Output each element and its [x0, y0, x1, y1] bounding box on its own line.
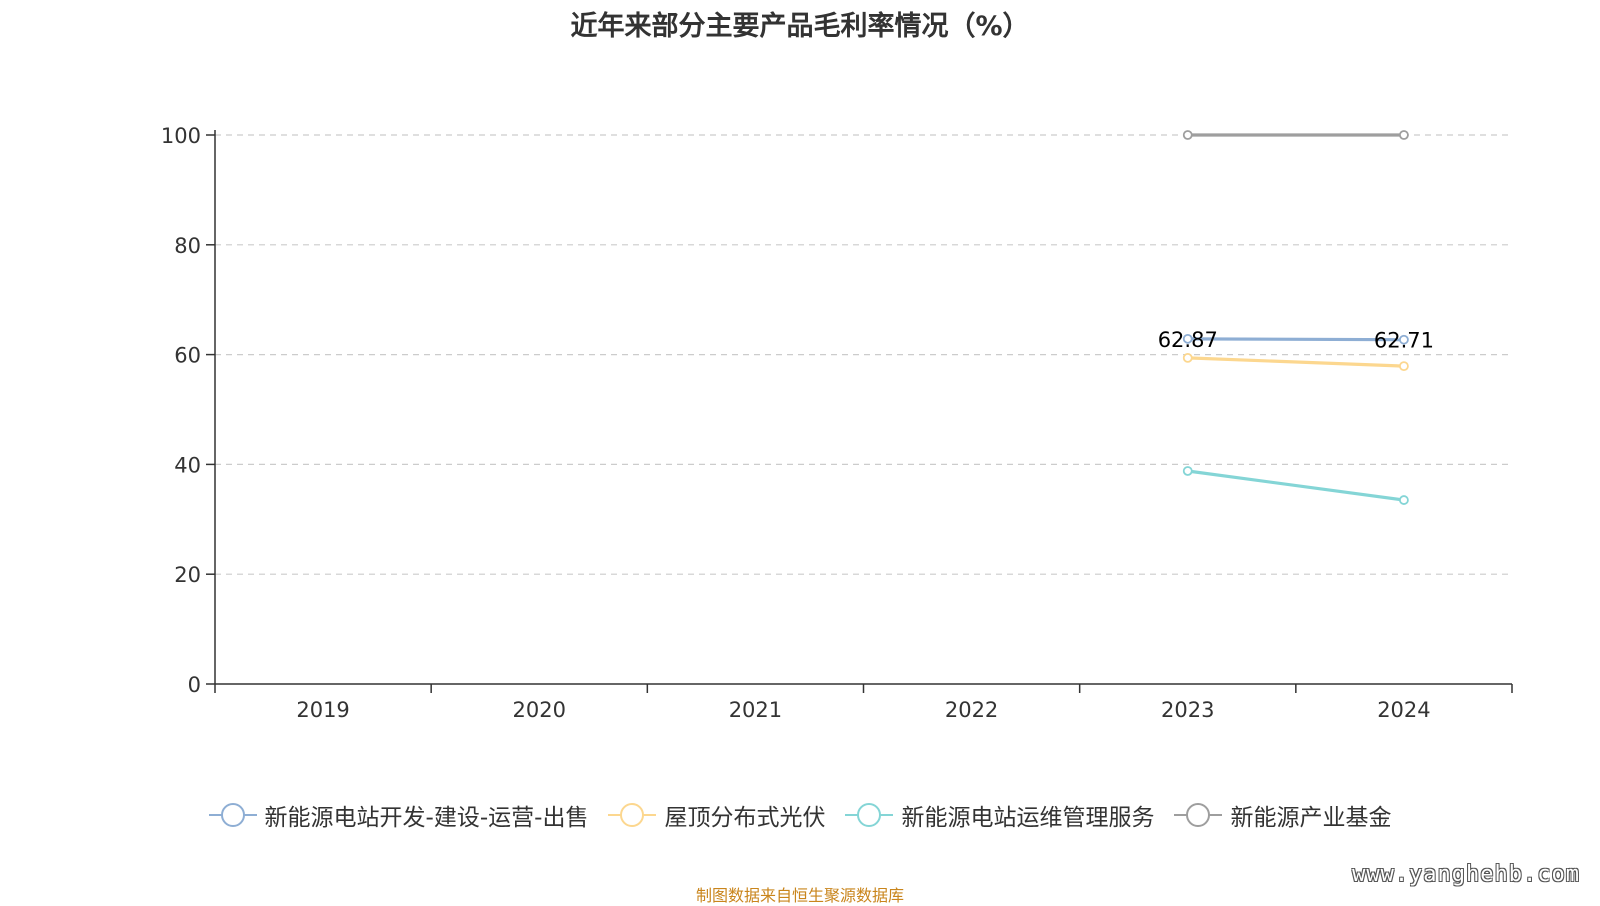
- data-point: [1399, 495, 1409, 505]
- y-tick-label: 40: [174, 453, 201, 477]
- chart-title: 近年来部分主要产品毛利率情况（%）: [570, 11, 1030, 42]
- data-point: [1399, 361, 1409, 372]
- data-point: [1182, 466, 1193, 476]
- data-point: [1399, 130, 1409, 140]
- gridlines: [215, 134, 1512, 575]
- x-tick-label: 2020: [513, 698, 566, 722]
- x-tick-label: 2022: [945, 698, 998, 722]
- legend-item[interactable]: 新能源电站开发-建设-运营-出售: [208, 798, 589, 832]
- legend-marker-icon: [608, 803, 657, 827]
- legend-label: 新能源电站开发-建设-运营-出售: [264, 805, 589, 831]
- data-point: [1182, 333, 1193, 344]
- y-tick-label: 60: [174, 344, 201, 368]
- data-label: 62.71: [1374, 329, 1434, 353]
- x-tick-label: 2024: [1377, 698, 1430, 722]
- data-point: [1182, 130, 1193, 140]
- data-point: [1399, 334, 1409, 345]
- legend-item[interactable]: 新能源产业基金: [1174, 798, 1391, 832]
- y-tick-label: 0: [188, 673, 201, 697]
- legend-marker-icon: [1174, 803, 1223, 827]
- series-lines: [1182, 130, 1409, 505]
- series-line: [1187, 469, 1405, 502]
- data-labels: 62.87 62.71: [1158, 328, 1434, 353]
- legend: 新能源电站开发-建设-运营-出售 屋顶分布式光伏 新能源电站运维管理服务 新能源产业基…: [0, 798, 1600, 832]
- y-tick-label: 100: [161, 124, 201, 148]
- y-tick-label: 80: [174, 234, 201, 258]
- x-tick-label: 2019: [296, 698, 349, 722]
- data-label: 62.87: [1158, 328, 1218, 352]
- data-point: [1182, 352, 1193, 363]
- legend-label: 新能源产业基金: [1230, 805, 1392, 831]
- legend-marker-icon: [845, 803, 894, 827]
- series-line: [1187, 356, 1404, 368]
- axes: 0 20 40 60 80 100 2019 2020 2021 2022 2023 2024: [161, 124, 1513, 722]
- x-tick-label: 2021: [729, 698, 782, 722]
- y-tick-label: 20: [174, 563, 201, 587]
- legend-label: 屋顶分布式光伏: [664, 805, 826, 831]
- x-tick-label: 2023: [1161, 698, 1214, 722]
- watermark: www.yanghehb.com: [1352, 862, 1580, 887]
- legend-item[interactable]: 屋顶分布式光伏: [608, 798, 825, 832]
- legend-label: 新能源电站运维管理服务: [901, 805, 1155, 831]
- legend-item[interactable]: 新能源电站运维管理服务: [845, 798, 1154, 832]
- legend-marker-icon: [208, 803, 257, 827]
- line-chart: 0 20 40 60 80 100 2019 2020 2021 2022 2023 2024 62.…: [161, 124, 1513, 722]
- series-line: [1187, 337, 1404, 342]
